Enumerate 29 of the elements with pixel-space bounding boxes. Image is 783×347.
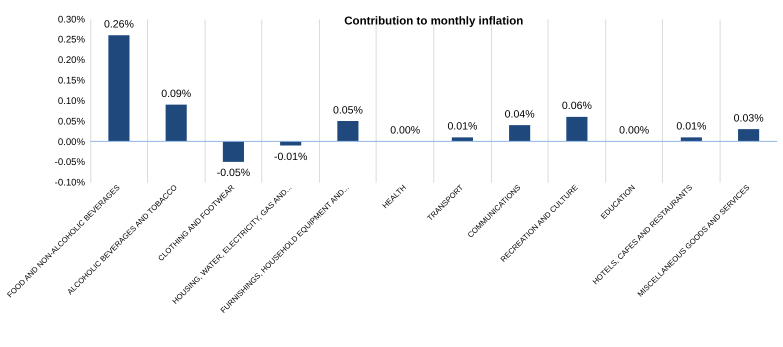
bar (566, 116, 588, 142)
data-label: 0.01% (676, 120, 706, 133)
bar (108, 35, 130, 142)
bar (337, 120, 358, 142)
y-tick-label: 0.00% (58, 136, 86, 148)
y-tick-label: 0.10% (58, 96, 86, 107)
data-label: 0.01% (447, 120, 478, 133)
data-label: 0.03% (734, 112, 764, 124)
y-tick-label: 0.05% (58, 116, 86, 128)
y-tick-label: 0.30% (58, 14, 86, 26)
y-tick-label: 0.20% (58, 55, 86, 66)
y-tick-label: -0.05% (54, 157, 86, 168)
chart-title: Contribution to monthly inflation (344, 16, 524, 28)
data-label: 0.09% (161, 88, 192, 100)
bar (509, 125, 530, 142)
y-tick-label: 0.15% (58, 76, 86, 87)
data-label: 0.26% (104, 18, 134, 31)
data-label: 0.00% (619, 124, 650, 137)
bar (222, 141, 244, 162)
bar (166, 104, 187, 142)
data-label: 0.04% (504, 108, 535, 120)
data-label: 0.05% (332, 104, 363, 116)
data-label: -0.05% (216, 167, 250, 180)
y-tick-label: -0.10% (54, 178, 86, 189)
bar (738, 129, 760, 142)
data-label: 0.00% (390, 124, 420, 137)
data-label: -0.01% (274, 150, 308, 163)
y-tick-label: 0.25% (58, 34, 86, 46)
data-label: 0.06% (562, 100, 592, 112)
